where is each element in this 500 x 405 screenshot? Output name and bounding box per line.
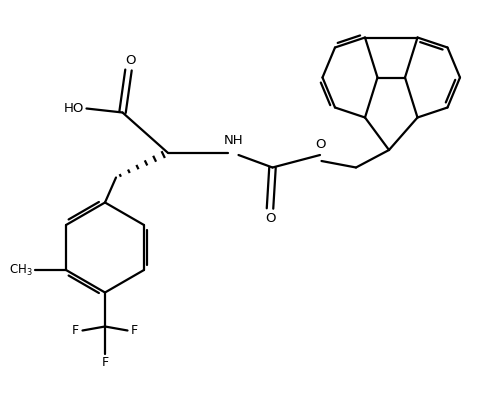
- Text: F: F: [102, 356, 108, 369]
- Text: CH$_3$: CH$_3$: [9, 262, 32, 277]
- Text: O: O: [265, 212, 275, 225]
- Text: F: F: [72, 324, 79, 337]
- Text: O: O: [126, 53, 136, 66]
- Text: O: O: [315, 138, 325, 151]
- Text: NH: NH: [224, 134, 244, 147]
- Text: F: F: [131, 324, 138, 337]
- Text: HO: HO: [64, 102, 84, 115]
